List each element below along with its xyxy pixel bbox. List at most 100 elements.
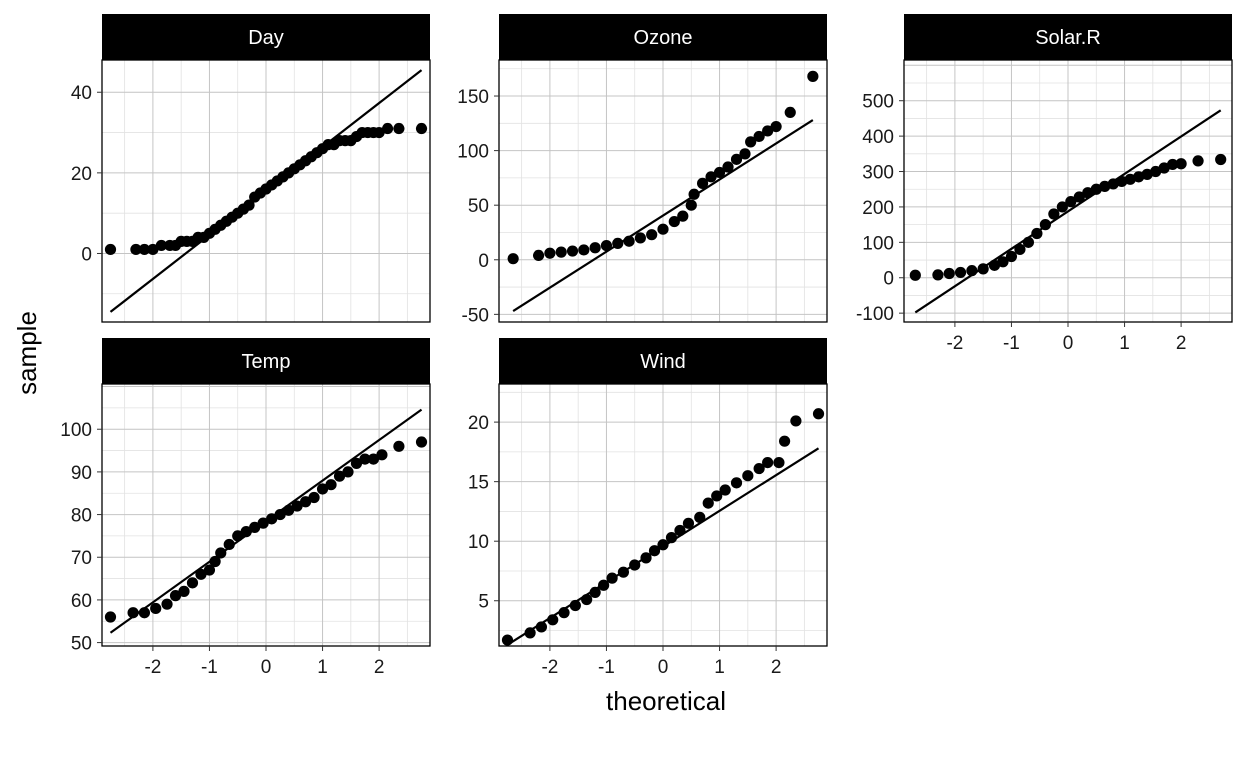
- data-point: [249, 521, 261, 533]
- data-point: [215, 547, 227, 559]
- data-point: [342, 466, 354, 478]
- data-point: [578, 244, 590, 256]
- y-tick-label: 400: [862, 127, 894, 148]
- data-point: [381, 122, 394, 135]
- data-point: [705, 171, 717, 183]
- data-point: [657, 223, 669, 235]
- data-point: [629, 559, 641, 571]
- x-tick-label: -2: [144, 657, 161, 678]
- panels-layer: Day02040Ozone-50050100150Solar.R-1000100…: [60, 14, 1233, 678]
- data-point: [209, 555, 221, 568]
- data-point: [600, 239, 613, 252]
- data-point: [1141, 168, 1153, 180]
- data-point: [566, 245, 579, 257]
- y-tick-label: 50: [71, 634, 92, 655]
- data-point: [598, 579, 610, 591]
- y-tick-label: 300: [862, 163, 894, 184]
- data-point: [104, 611, 117, 623]
- data-point: [1099, 180, 1111, 192]
- y-tick-label: 200: [862, 198, 894, 219]
- data-point: [612, 237, 624, 249]
- data-point: [127, 607, 139, 619]
- facet-strip: [904, 14, 1232, 60]
- data-point: [634, 232, 646, 244]
- y-tick-label: 0: [81, 244, 92, 265]
- panel-border: [101, 59, 431, 323]
- data-point: [1133, 171, 1145, 183]
- y-tick-label: -50: [462, 305, 489, 326]
- data-point: [688, 188, 700, 200]
- data-point: [186, 577, 199, 589]
- y-tick-label: 80: [71, 506, 92, 527]
- data-point: [665, 532, 678, 544]
- data-point: [966, 265, 978, 277]
- data-point: [943, 267, 955, 280]
- data-point: [130, 243, 142, 256]
- data-point: [762, 457, 774, 469]
- data-point: [1022, 236, 1035, 248]
- data-point: [155, 239, 167, 252]
- data-point: [535, 621, 548, 633]
- y-tick-label: -100: [856, 304, 894, 325]
- data-point: [138, 243, 151, 256]
- data-point: [1031, 227, 1043, 240]
- data-point: [333, 470, 346, 482]
- data-point: [195, 568, 207, 580]
- data-point: [702, 497, 714, 509]
- data-point: [532, 249, 545, 262]
- facet-strip: [499, 338, 827, 384]
- data-point: [1005, 250, 1018, 263]
- data-point: [558, 607, 570, 619]
- data-point: [1215, 153, 1227, 166]
- data-point: [325, 479, 337, 491]
- data-point: [773, 457, 785, 469]
- panel-temp: Temp 50 60 70 80 90 100 -2 -1 0 1 2: [60, 338, 431, 678]
- facet-strip-label: Wind: [640, 351, 686, 373]
- data-point: [1150, 165, 1162, 178]
- x-tick-label: -2: [541, 657, 558, 678]
- data-point: [393, 440, 405, 452]
- x-tick-label: -1: [201, 657, 218, 678]
- data-point: [719, 484, 731, 496]
- x-tick-label: 2: [1176, 333, 1187, 354]
- y-tick-label: 150: [457, 87, 489, 108]
- data-point: [178, 585, 190, 597]
- facet-strip: [102, 338, 430, 384]
- data-point: [415, 122, 428, 135]
- data-point: [589, 242, 601, 254]
- data-point: [812, 408, 825, 420]
- data-point: [977, 263, 989, 275]
- y-tick-label: 10: [468, 532, 489, 553]
- data-point: [753, 130, 765, 143]
- y-tick-label: 15: [468, 473, 489, 494]
- facet-strip: [102, 14, 430, 60]
- y-tick-label: 60: [71, 591, 92, 612]
- x-tick-label: 0: [1063, 333, 1074, 354]
- data-point: [507, 253, 519, 265]
- x-tick-label: 0: [261, 657, 272, 678]
- data-point: [730, 153, 743, 165]
- x-tick-label: 1: [317, 657, 328, 678]
- data-point: [291, 500, 303, 512]
- data-point: [1175, 158, 1187, 170]
- x-axis-title: theoretical: [606, 686, 726, 716]
- y-tick-label: 100: [60, 420, 92, 441]
- data-point: [722, 161, 734, 173]
- data-point: [150, 602, 162, 615]
- facet-strip-label: Temp: [242, 351, 291, 373]
- data-point: [623, 235, 635, 247]
- data-point: [617, 566, 630, 578]
- data-point: [770, 120, 782, 133]
- facet-strip-label: Solar.R: [1035, 27, 1101, 49]
- data-point: [581, 593, 593, 606]
- data-point: [997, 256, 1009, 268]
- x-tick-label: -1: [598, 657, 615, 678]
- data-point: [1124, 173, 1136, 185]
- facet-strip: [499, 14, 827, 60]
- data-point: [266, 513, 278, 525]
- data-point: [1192, 155, 1204, 167]
- data-point: [138, 607, 151, 619]
- data-point: [694, 511, 706, 523]
- data-point: [696, 177, 709, 189]
- data-point: [1073, 191, 1085, 203]
